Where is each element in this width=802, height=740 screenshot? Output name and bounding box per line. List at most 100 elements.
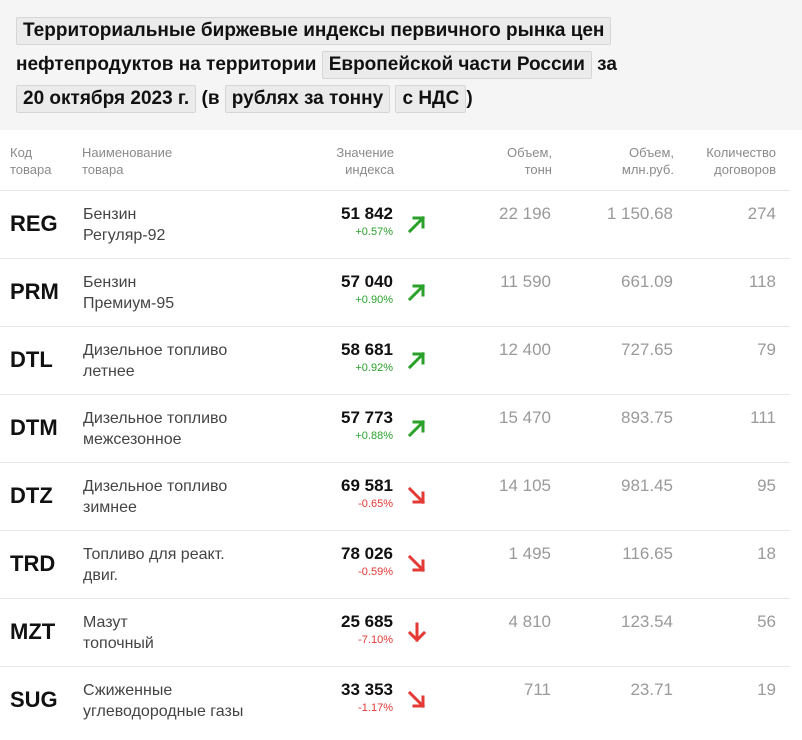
index-value: 69 581 <box>341 476 393 495</box>
trend-arrow-cell <box>394 395 454 463</box>
title-text: (в <box>201 88 220 109</box>
trend-up-icon <box>407 283 426 302</box>
col-header-volume-rub: Объем, млн.руб. <box>621 145 674 177</box>
index-change: +0.57% <box>355 226 393 238</box>
col-header-trend <box>394 130 454 191</box>
product-code: SUG <box>10 687 58 712</box>
index-value-cell: 69 581 -0.65% <box>282 463 394 531</box>
product-name: Бензин Регуляр-92 <box>83 206 166 244</box>
product-code: REG <box>10 211 58 236</box>
product-code: MZT <box>10 619 56 644</box>
product-name: Топливо для реакт. двиг. <box>83 546 225 584</box>
contracts-count: 118 <box>748 272 776 291</box>
table-header: Код товара Наименование товара Значение инд… <box>0 130 790 191</box>
product-code: PRM <box>10 279 59 304</box>
product-code: DTZ <box>10 483 53 508</box>
table-row[interactable]: TRD Топливо для реакт. двиг. 78 026 -0.59… <box>0 530 790 599</box>
index-value-cell: 33 353 -1.17% <box>282 667 394 735</box>
col-header-contracts: Количество договоров <box>706 145 776 177</box>
col-header-volume-tons: Объем, тонн <box>506 145 552 177</box>
index-value: 33 353 <box>341 680 393 699</box>
table-row[interactable]: SUG Сжиженные углеводородные газы 33 353 … <box>0 666 790 735</box>
product-name: Дизельное топливо межсезонное <box>83 410 228 448</box>
contracts-count: 18 <box>757 544 776 563</box>
table-row[interactable]: MZT Мазут топочный 25 685 -7.10% 4 810 12… <box>0 598 790 667</box>
volume-tons: 14 105 <box>499 476 551 495</box>
trend-strong-down-icon <box>407 622 427 643</box>
trend-arrow-cell <box>394 463 454 531</box>
volume-tons: 1 495 <box>508 544 551 563</box>
product-code: TRD <box>10 551 56 576</box>
contracts-count: 19 <box>757 680 776 699</box>
page-header: Территориальные биржевые индексы первичн… <box>0 0 802 130</box>
product-code: DTL <box>10 347 53 372</box>
index-value-cell: 51 842 +0.57% <box>282 191 394 259</box>
contracts-count: 274 <box>747 204 776 223</box>
trend-up-icon <box>407 351 426 370</box>
trend-arrow-cell <box>394 531 454 599</box>
index-change: +0.88% <box>355 430 393 442</box>
trend-down-icon <box>407 690 426 709</box>
col-header-value: Значение индекса <box>336 145 394 177</box>
col-header-code: Код товара <box>10 145 52 177</box>
index-value: 57 773 <box>341 408 393 427</box>
product-code: DTM <box>10 415 58 440</box>
index-change: -0.59% <box>358 566 393 578</box>
table-row[interactable]: DTM Дизельное топливо межсезонное 57 773 … <box>0 394 790 463</box>
product-name: Мазут топочный <box>83 614 154 652</box>
table-row[interactable]: REG Бензин Регуляр-92 51 842 +0.57% 22 19… <box>0 190 790 259</box>
trend-arrow-cell <box>394 191 454 259</box>
index-value: 57 040 <box>341 272 393 291</box>
contracts-count: 95 <box>757 476 776 495</box>
title-text: за <box>597 54 617 75</box>
volume-tons: 12 400 <box>499 340 551 359</box>
volume-rub: 893.75 <box>621 408 673 427</box>
contracts-count: 111 <box>750 408 776 427</box>
trend-arrow-cell <box>394 667 454 735</box>
title-text: ) <box>466 88 473 109</box>
index-table: Код товара Наименование товара Значение инд… <box>0 130 790 735</box>
volume-rub: 123.54 <box>621 612 673 631</box>
contracts-count: 56 <box>757 612 776 631</box>
index-change: -0.65% <box>358 498 393 510</box>
contracts-count: 79 <box>757 340 776 359</box>
index-value: 51 842 <box>341 204 393 223</box>
table-row[interactable]: PRM Бензин Премиум-95 57 040 +0.90% 11 59… <box>0 258 790 327</box>
index-value: 25 685 <box>341 612 393 631</box>
title-chip: Территориальные биржевые индексы первичн… <box>16 17 612 45</box>
volume-rub: 727.65 <box>621 340 673 359</box>
trend-down-icon <box>407 486 426 505</box>
index-value-cell: 58 681 +0.92% <box>282 327 394 395</box>
volume-tons: 22 196 <box>499 204 551 223</box>
index-value-cell: 57 773 +0.88% <box>282 395 394 463</box>
index-value-cell: 78 026 -0.59% <box>282 531 394 599</box>
date-selector[interactable]: 20 октября 2023 г. <box>16 85 197 113</box>
product-name: Дизельное топливо летнее <box>83 342 228 380</box>
trend-up-icon <box>407 215 426 234</box>
index-value-cell: 57 040 +0.90% <box>282 259 394 327</box>
trend-arrow-cell <box>394 327 454 395</box>
volume-rub: 116.65 <box>622 544 673 563</box>
volume-tons: 4 810 <box>508 612 551 631</box>
page-title: Территориальные биржевые индексы первичн… <box>16 14 786 116</box>
volume-tons: 711 <box>523 680 551 699</box>
volume-rub: 1 150.68 <box>606 204 673 223</box>
volume-rub: 981.45 <box>621 476 673 495</box>
vat-selector[interactable]: с НДС <box>395 85 467 113</box>
volume-rub: 23.71 <box>630 680 673 699</box>
trend-down-icon <box>407 554 426 573</box>
table-row[interactable]: DTL Дизельное топливо летнее 58 681 +0.92… <box>0 326 790 395</box>
unit-selector[interactable]: рублях за тонну <box>224 85 391 113</box>
product-name: Сжиженные углеводородные газы <box>83 682 244 720</box>
index-value-cell: 25 685 -7.10% <box>282 599 394 667</box>
product-name: Бензин Премиум-95 <box>83 274 175 312</box>
trend-arrow-cell <box>394 259 454 327</box>
volume-tons: 11 590 <box>500 272 551 291</box>
index-value: 58 681 <box>341 340 393 359</box>
volume-tons: 15 470 <box>499 408 551 427</box>
region-selector[interactable]: Европейской части России <box>321 51 592 79</box>
index-value: 78 026 <box>341 544 393 563</box>
trend-up-icon <box>407 419 426 438</box>
table-row[interactable]: DTZ Дизельное топливо зимнее 69 581 -0.65… <box>0 462 790 531</box>
title-text: нефтепродуктов на территории <box>16 54 317 75</box>
